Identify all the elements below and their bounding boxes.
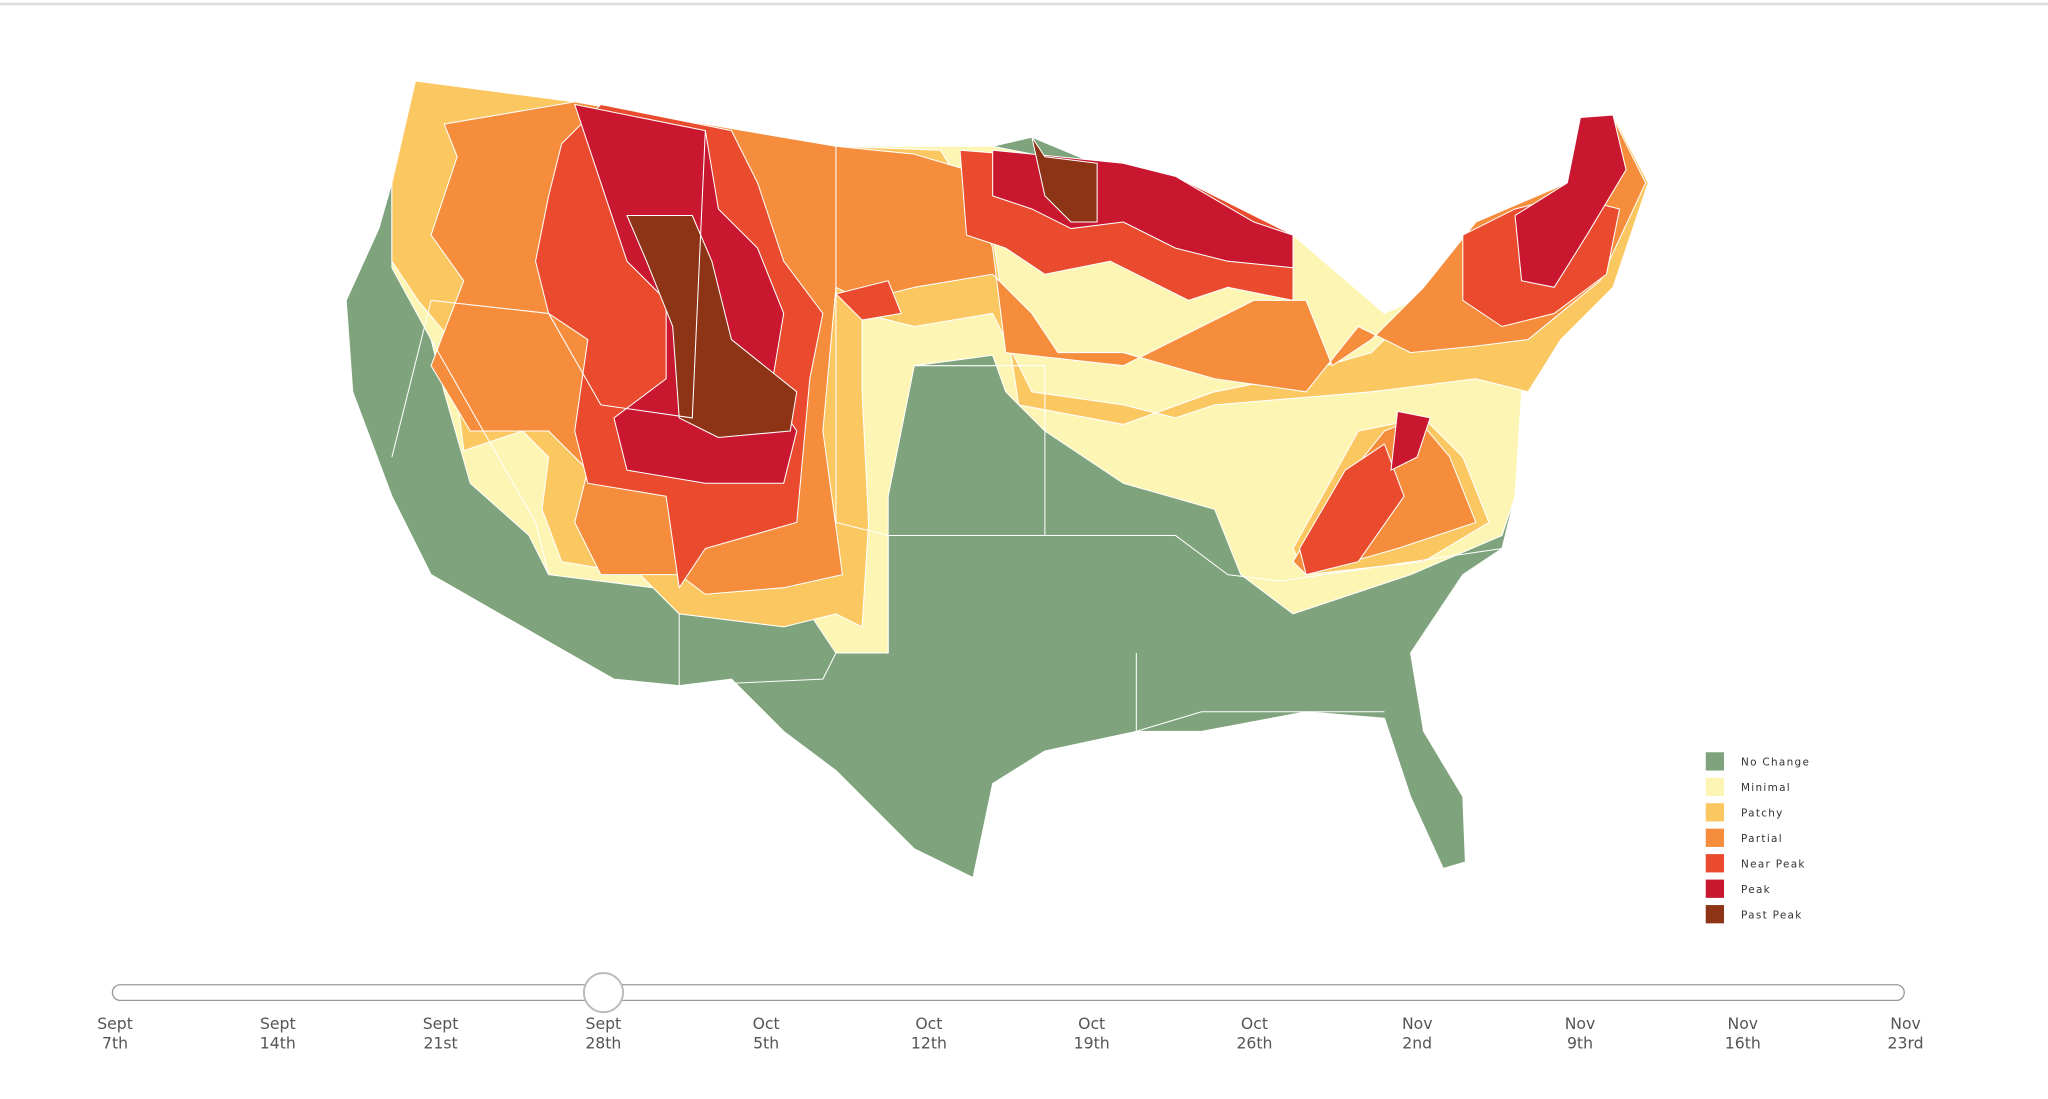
date-day[interactable]: 16th — [1725, 1034, 1761, 1053]
legend-swatch — [1705, 905, 1725, 924]
date-month[interactable]: Oct — [1078, 1014, 1105, 1033]
legend-swatch — [1705, 803, 1725, 822]
legend-swatch — [1705, 752, 1725, 771]
state-border — [1044, 534, 1503, 582]
legend-label: Patchy — [1741, 808, 1784, 820]
date-day[interactable]: 19th — [1074, 1034, 1110, 1053]
date-day[interactable]: 5th — [753, 1034, 779, 1053]
date-month[interactable]: Oct — [915, 1014, 942, 1033]
legend-label: Near Peak — [1741, 859, 1806, 871]
date-month[interactable]: Nov — [1890, 1014, 1921, 1033]
state-border — [430, 339, 550, 575]
legend-swatch — [1705, 854, 1725, 873]
date-day[interactable]: 7th — [102, 1034, 128, 1053]
past-peak-mn — [1031, 136, 1098, 223]
date-day[interactable]: 12th — [911, 1034, 947, 1053]
legend-swatch — [1705, 879, 1725, 898]
state-border — [391, 130, 706, 458]
date-day[interactable]: 9th — [1567, 1034, 1593, 1053]
foliage-map — [345, 80, 1649, 879]
date-month[interactable]: Nov — [1727, 1014, 1758, 1033]
state-border — [678, 613, 837, 687]
date-month[interactable]: Nov — [1402, 1014, 1433, 1033]
legend-label: No Change — [1741, 757, 1810, 769]
timeline-slider[interactable]: Sept7thSept14thSept21stSept28thOct5thOct… — [97, 971, 1924, 1053]
date-month[interactable]: Sept — [97, 1014, 133, 1033]
date-month[interactable]: Sept — [586, 1014, 622, 1033]
date-day[interactable]: 21st — [423, 1034, 457, 1053]
legend-swatch — [1705, 828, 1725, 847]
peak-wv — [1390, 410, 1431, 471]
date-month[interactable]: Oct — [1241, 1014, 1268, 1033]
date-day[interactable]: 26th — [1236, 1034, 1272, 1053]
near-peak-nd — [835, 280, 902, 321]
date-month[interactable]: Oct — [753, 1014, 780, 1033]
state-border — [1135, 653, 1385, 732]
legend-label: Peak — [1741, 884, 1771, 896]
legend: No Change Minimal Patchy Partial Near Peak Pe… — [1705, 752, 1810, 924]
date-day[interactable]: 14th — [260, 1034, 296, 1053]
legend-label: Partial — [1741, 833, 1783, 845]
date-day[interactable]: 28th — [585, 1034, 621, 1053]
state-border — [888, 365, 1046, 536]
peak-ne — [1514, 114, 1627, 288]
slider-knob[interactable] — [582, 971, 625, 1014]
legend-label: Past Peak — [1741, 910, 1803, 922]
date-month[interactable]: Sept — [423, 1014, 459, 1033]
date-day[interactable]: 23rd — [1888, 1034, 1924, 1053]
state-border — [835, 146, 889, 654]
past-peak-region — [626, 214, 798, 439]
date-day[interactable]: 2nd — [1402, 1034, 1432, 1053]
date-month[interactable]: Nov — [1565, 1014, 1596, 1033]
near-peak-app — [1299, 443, 1405, 576]
slider-track[interactable] — [111, 984, 1905, 1002]
date-month[interactable]: Sept — [260, 1014, 296, 1033]
legend-label: Minimal — [1741, 782, 1791, 794]
legend-swatch — [1705, 777, 1725, 797]
